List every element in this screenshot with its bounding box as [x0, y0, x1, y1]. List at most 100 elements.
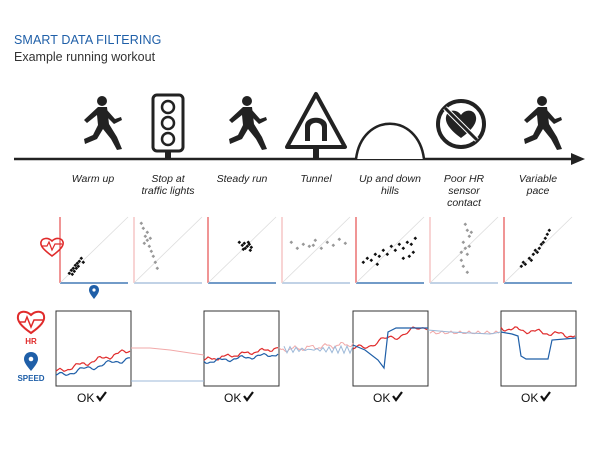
scatter-point [465, 270, 470, 275]
scatter-point [369, 258, 374, 263]
runner-icon [84, 96, 122, 150]
speed-trace [55, 357, 131, 377]
trace-box [500, 310, 577, 387]
speed-trace [203, 352, 279, 364]
hr-trace-filtered [131, 347, 205, 356]
scatter-point [141, 226, 146, 231]
scatter-point [467, 234, 472, 239]
scatter-point [307, 244, 312, 249]
scatter-point [381, 248, 386, 253]
scatter-point [463, 222, 468, 227]
page-title: SMART DATA FILTERING [14, 33, 162, 47]
scatter-point [393, 248, 398, 253]
ok-indicator: OK [77, 391, 107, 405]
timeline-arrow [14, 153, 585, 165]
scatter-point [242, 241, 247, 246]
scatter-point [289, 240, 294, 245]
phase-label-variable-pace: Variable pace [519, 173, 557, 197]
ok-label: OK [521, 391, 538, 405]
scatter-point [385, 252, 390, 257]
speed-trace [352, 327, 428, 370]
speed-trace [500, 331, 577, 360]
scatter-diagonal [133, 216, 203, 284]
scatter-point [155, 266, 160, 271]
scatter-point [401, 246, 406, 251]
hr-legend-icon [16, 310, 46, 335]
scatter-point [527, 256, 532, 261]
scatter-point [147, 244, 152, 249]
phase-label-tunnel: Tunnel [300, 173, 332, 185]
scatter-point [519, 264, 524, 269]
phase-label-warm-up: Warm up [72, 173, 115, 185]
scatter-point [469, 230, 474, 235]
hr-speed-traces [55, 310, 577, 387]
scatter-diagonal [503, 216, 573, 284]
scatter-point [365, 256, 370, 261]
scatter-point [377, 254, 382, 259]
scatter-point [463, 246, 468, 251]
scatter-diagonal [281, 216, 351, 284]
scatter-point [465, 228, 470, 233]
scatter-point [148, 236, 153, 241]
scatter-point [343, 241, 348, 246]
scatter-point [405, 240, 410, 245]
location-pin-icon [89, 285, 99, 299]
hr-trace [55, 349, 131, 372]
scatter-point [361, 260, 366, 265]
scatter-point [67, 271, 72, 276]
runner-icon [229, 96, 267, 150]
scatter-point [81, 260, 86, 265]
scatter-point [241, 247, 246, 252]
phase-label-steady-run: Steady run [217, 173, 268, 185]
scatter-point [401, 256, 406, 261]
phase-label-hills: Up and down hills [359, 173, 421, 197]
scatter-point [467, 244, 472, 249]
scatter-point [70, 272, 75, 277]
scatter-point [337, 237, 342, 242]
scatter-point [545, 232, 550, 237]
scatter-point [331, 243, 336, 248]
scatter-point [249, 245, 254, 250]
hr-trace [203, 347, 279, 361]
scatter-point [151, 254, 156, 259]
scatter-panels [59, 216, 573, 284]
scatter-point [529, 258, 534, 263]
scatter-point [523, 262, 528, 267]
ok-indicator: OK [373, 391, 403, 405]
scatter-point [461, 240, 466, 245]
scatter-point [459, 258, 464, 263]
no-heart-icon [436, 99, 486, 149]
scatter-point [465, 252, 470, 257]
heart-pulse-icon [40, 237, 64, 258]
check-icon [243, 391, 254, 402]
tunnel-sign-icon [285, 92, 347, 159]
ok-label: OK [224, 391, 241, 405]
scatter-point [153, 260, 158, 265]
phase-labels: Warm up Stop at traffic lights Steady run… [72, 173, 557, 209]
scatter-point [543, 236, 548, 241]
scatter-point [248, 248, 253, 253]
hill-icon [354, 122, 426, 160]
scatter-diagonal [207, 216, 277, 284]
speed-trace-filtered [427, 329, 502, 335]
scatter-point [149, 249, 154, 254]
scatter-point [373, 252, 378, 257]
scatter-point [142, 241, 147, 246]
phase-label-stop: Stop at traffic lights [141, 173, 195, 197]
scatter-point [409, 242, 414, 247]
scatter-point [319, 246, 324, 251]
trace-box [203, 310, 280, 387]
scatter-point [237, 240, 242, 245]
scatter-point [407, 254, 412, 259]
scatter-point [413, 236, 418, 241]
speed-legend-icon [24, 352, 38, 371]
scatter-point [375, 262, 380, 267]
ok-label: OK [77, 391, 94, 405]
check-icon [96, 391, 107, 402]
speed-legend-label: SPEED [17, 374, 44, 383]
ok-label: OK [373, 391, 390, 405]
scatter-point [311, 243, 316, 248]
speed-trace-filtered [283, 344, 354, 355]
scatter-point [461, 264, 466, 269]
hr-trace [500, 326, 576, 339]
